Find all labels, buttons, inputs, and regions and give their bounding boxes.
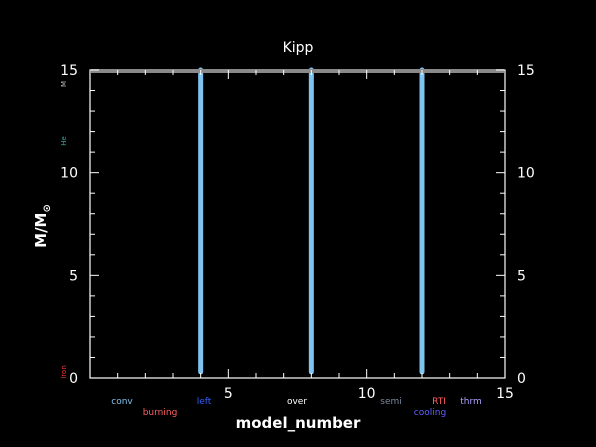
y-axis-label-sub: ⊙ [42,204,53,212]
x-tick-label: 15 [496,386,514,402]
legend-item-rti: RTI [432,397,446,407]
series-group [91,67,504,375]
x-tick-label: 10 [358,386,376,402]
side-label-iron: Iron [60,365,68,379]
legend-item-left: left [197,397,212,407]
chart-title: Kipp [283,40,314,56]
y-axis-label-main: M/M [32,213,50,248]
y-tick-label-left: 0 [69,371,78,387]
side-label-m: M [60,81,68,87]
svg-text:M/M⊙: M/M⊙ [32,204,53,248]
y-tick-label-right: 5 [517,268,526,284]
top-boundary-band [91,69,504,73]
y-axis-label: M/M⊙ [32,204,53,248]
x-tick-label: 5 [224,386,233,402]
y-tick-label-right: 0 [517,371,526,387]
y-tick-label-right: 15 [517,63,535,79]
y-tick-label-left: 5 [69,268,78,284]
legend-item-burning: burning [143,408,178,418]
legend-item-semi: semi [380,397,402,407]
legend-item-conv: conv [111,397,133,407]
legend-item-cooling: cooling [414,408,446,418]
y-tick-label-right: 10 [517,166,535,182]
legend-item-thrm: thrm [460,397,482,407]
side-label-he: He [60,136,68,146]
legend-item-over: over [287,397,307,407]
y-tick-label-left: 15 [60,63,78,79]
x-axis-label: model_number [236,414,361,432]
side-labels: He Iron M [60,81,68,379]
y-tick-label-left: 10 [60,166,78,182]
